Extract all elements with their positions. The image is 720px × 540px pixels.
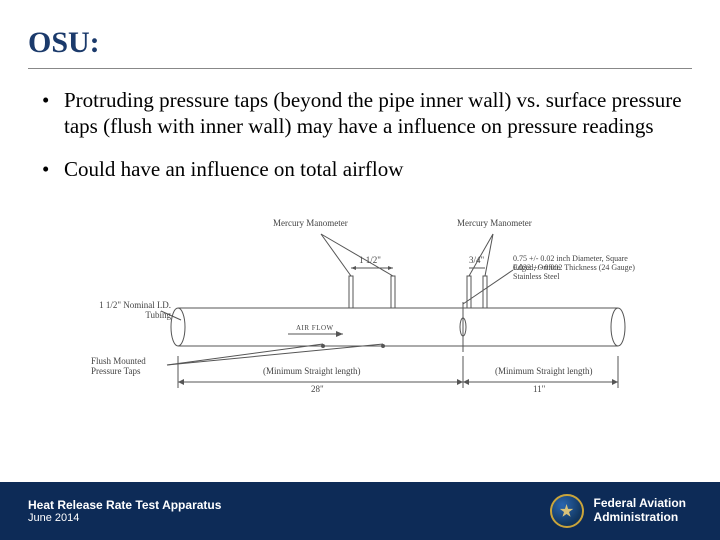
diagram-label-rightlen-val: 11" (533, 384, 545, 394)
footer-org-line1: Federal Aviation (594, 497, 686, 511)
diagram-label-tubing: 1 1/2" Nominal I.D. Tubing (83, 300, 171, 320)
content-area: • Protruding pressure taps (beyond the p… (0, 69, 720, 398)
diagram-label-flush2: Pressure Taps (91, 366, 140, 376)
diagram-label-flush1: Flush Mounted (91, 356, 146, 366)
diagram-label-orifice2: 0.032 +/- 0.002 Thickness (24 Gauge) (513, 263, 635, 272)
footer-org: Federal Aviation Administration (594, 497, 686, 525)
footer-date: June 2014 (28, 512, 221, 524)
diagram-label-manometer-right: Mercury Manometer (457, 218, 532, 228)
apparatus-diagram: Mercury Manometer Mercury Manometer 1 1/… (83, 198, 643, 398)
bullet-text: Could have an influence on total airflow (64, 156, 403, 182)
footer-right: Federal Aviation Administration (550, 494, 686, 528)
diagram-label-airflow: AIR FLOW (296, 324, 334, 332)
diagram-label-leftlen-lab: (Minimum Straight length) (263, 366, 361, 376)
bullet-text: Protruding pressure taps (beyond the pip… (64, 87, 684, 140)
footer-title: Heat Release Rate Test Apparatus (28, 498, 221, 512)
diagram-label-spacing-left: 1 1/2" (359, 255, 381, 265)
bullet-marker: • (42, 156, 64, 182)
page-title: OSU: (28, 26, 692, 60)
diagram-label-spacing-right: 3/4" (469, 255, 484, 265)
diagram-label-orifice3: Stainless Steel (513, 272, 559, 281)
diagram-label-rightlen-lab: (Minimum Straight length) (495, 366, 593, 376)
slide-footer: Heat Release Rate Test Apparatus June 20… (0, 482, 720, 540)
footer-org-line2: Administration (594, 511, 686, 525)
diagram-label-manometer-left: Mercury Manometer (273, 218, 348, 228)
faa-seal-icon (550, 494, 584, 528)
bullet-marker: • (42, 87, 64, 140)
footer-left: Heat Release Rate Test Apparatus June 20… (28, 498, 221, 524)
bullet-item: • Protruding pressure taps (beyond the p… (42, 87, 684, 140)
diagram-label-leftlen-val: 28" (311, 384, 324, 394)
bullet-item: • Could have an influence on total airfl… (42, 156, 684, 182)
